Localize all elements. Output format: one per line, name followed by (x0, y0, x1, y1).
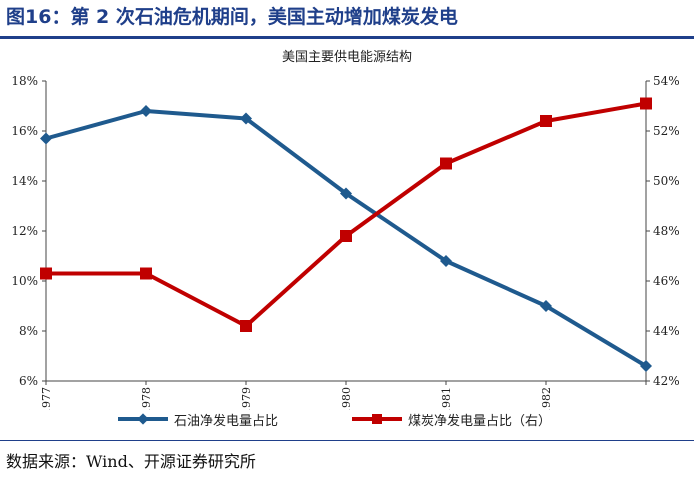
series-1-point (340, 230, 352, 242)
y-left-tick-label: 16% (11, 124, 38, 138)
series-line-1 (46, 101, 647, 328)
footer-divider (0, 440, 694, 441)
series-1-point (240, 320, 252, 332)
y-left-tick-label: 18% (11, 74, 38, 88)
series-0-point (440, 255, 452, 267)
legend-swatch-oil (118, 413, 168, 425)
y-left-tick-label: 10% (11, 274, 38, 288)
y-right-tick-label: 52% (653, 124, 680, 138)
figure-title: 图16：第 2 次石油危机期间，美国主动增加煤炭发电 (6, 6, 458, 28)
legend-label-oil: 石油净发电量占比 (174, 413, 279, 429)
y-right-tick-label: 50% (653, 174, 680, 188)
x-tick-label: 1978 (140, 387, 153, 410)
legend-swatch-coal (352, 414, 402, 424)
chart-legend: 石油净发电量占比 煤炭净发电量占比（右） (0, 408, 694, 430)
y-left-tick-label: 12% (11, 224, 38, 238)
series-1-point (40, 267, 52, 280)
y-right-tick-label: 44% (653, 324, 680, 338)
series-1-point (640, 97, 652, 110)
chart-title: 美国主要供电能源结构 (281, 50, 412, 65)
y-right-tick-label: 42% (653, 374, 680, 388)
series-0-point (240, 112, 252, 125)
series-1-point (140, 267, 152, 280)
x-tick-label: 1979 (240, 387, 253, 410)
source-note: 数据来源：Wind、开源证券研究所 (6, 452, 256, 471)
legend-item-oil: 石油净发电量占比 (118, 408, 278, 430)
y-left-tick-label: 14% (11, 174, 38, 188)
series-0-point (340, 187, 352, 200)
legend-label-coal: 煤炭净发电量占比（右） (408, 413, 552, 429)
x-tick-label: 1982 (540, 387, 553, 410)
x-tick-label: 1977 (40, 387, 53, 410)
line-chart: 6% 8% 10% 12% 14% 16% 18% 42% 44% 46% 48% 50% 52% 54%… (11, 74, 680, 410)
y-left-tick-label: 8% (19, 324, 38, 338)
y-left-tick-label: 6% (19, 374, 38, 388)
title-divider (0, 36, 694, 39)
y-right-tick-label: 46% (653, 274, 680, 288)
series-0-point (540, 300, 552, 312)
series-1-point (540, 115, 552, 127)
x-tick-label: 1981 (440, 387, 453, 410)
legend-item-coal: 煤炭净发电量占比（右） (352, 408, 551, 430)
series-1-point (440, 157, 452, 170)
series-0-point (140, 105, 152, 117)
y-right-tick-label: 48% (653, 224, 680, 238)
y-right-tick-label: 54% (653, 74, 680, 88)
x-tick-label: 1980 (340, 387, 353, 410)
series-0-point (640, 360, 652, 372)
series-0-point (40, 132, 52, 145)
